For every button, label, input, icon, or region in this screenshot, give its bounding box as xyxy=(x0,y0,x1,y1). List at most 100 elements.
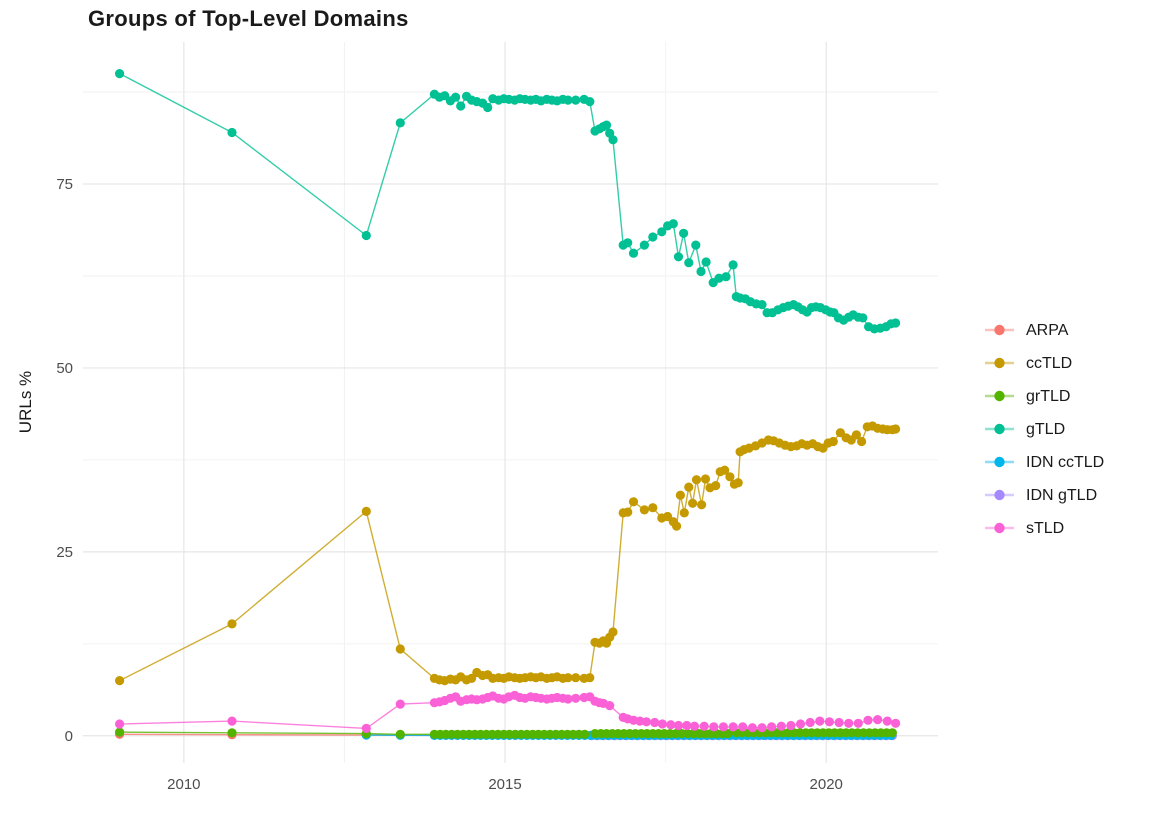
data-point xyxy=(673,252,684,262)
data-point xyxy=(728,260,738,270)
data-point xyxy=(697,500,707,510)
data-point xyxy=(863,715,873,725)
series-line-gTLD xyxy=(119,72,896,330)
data-point xyxy=(361,723,371,734)
legend-label: IDN gTLD xyxy=(1026,487,1097,504)
series-line-ccTLD xyxy=(119,425,896,682)
data-point xyxy=(227,716,237,726)
chart-title: Groups of Top-Level Domains xyxy=(88,6,409,31)
data-point xyxy=(227,728,237,738)
legend-key-dot xyxy=(994,489,1005,501)
data-point xyxy=(585,97,595,107)
legend-item-gTLD: gTLD xyxy=(985,421,1065,438)
data-point xyxy=(648,232,658,242)
data-point xyxy=(844,718,854,728)
data-point xyxy=(608,627,618,637)
data-point xyxy=(628,248,639,258)
data-point xyxy=(891,318,901,328)
data-point xyxy=(688,498,698,508)
data-point xyxy=(639,240,650,250)
data-point xyxy=(891,424,901,434)
legend-item-IDN-ccTLD: IDN ccTLD xyxy=(985,454,1104,471)
data-point xyxy=(668,219,678,229)
data-point xyxy=(733,478,743,488)
legend-key-dot xyxy=(994,522,1005,534)
data-point xyxy=(395,699,405,709)
data-point xyxy=(696,266,706,277)
data-point xyxy=(853,718,863,728)
data-point xyxy=(700,474,711,484)
data-point xyxy=(805,717,815,728)
y-tick-label: 75 xyxy=(56,176,73,193)
data-point xyxy=(767,722,777,732)
data-point xyxy=(467,673,477,684)
data-point xyxy=(857,436,867,447)
data-point xyxy=(451,92,461,102)
data-point xyxy=(873,715,883,725)
data-point xyxy=(738,722,748,732)
data-point xyxy=(795,719,806,729)
data-point xyxy=(882,716,892,726)
data-point xyxy=(679,228,689,238)
series-points-ccTLD xyxy=(115,421,901,686)
data-point xyxy=(672,521,682,531)
data-point xyxy=(709,722,719,732)
data-point xyxy=(456,101,466,111)
legend: ARPA ccTLD grTLD gTLD IDN ccTLD IDN gTLD sTLD xyxy=(985,322,1104,537)
data-point xyxy=(757,723,767,733)
data-point xyxy=(858,313,868,323)
data-point xyxy=(679,508,689,518)
legend-label: IDN ccTLD xyxy=(1026,454,1104,471)
x-tick-label: 2015 xyxy=(488,776,521,793)
data-point xyxy=(657,719,668,729)
data-point xyxy=(580,729,590,739)
data-point xyxy=(623,507,633,517)
series-points-gTLD xyxy=(115,69,901,334)
data-point xyxy=(834,717,844,728)
data-point xyxy=(691,475,702,485)
data-point xyxy=(115,719,125,729)
data-point xyxy=(650,717,660,728)
data-point xyxy=(747,723,758,733)
data-point xyxy=(828,436,838,447)
legend-key-dot xyxy=(994,324,1005,336)
data-point xyxy=(483,102,493,113)
data-point xyxy=(605,701,615,711)
data-point xyxy=(682,720,692,731)
data-point xyxy=(115,676,125,686)
data-point xyxy=(563,673,573,683)
x-tick-label: 2010 xyxy=(167,776,200,793)
data-point xyxy=(641,717,652,727)
legend-key-dot xyxy=(994,456,1005,468)
y-tick-label: 50 xyxy=(56,360,73,377)
data-point xyxy=(887,728,898,738)
y-axis-title: URLs % xyxy=(16,370,35,434)
legend-item-ARPA: ARPA xyxy=(985,322,1069,339)
data-point xyxy=(227,127,237,138)
data-point xyxy=(115,727,125,737)
legend-key-dot xyxy=(994,390,1005,402)
data-point xyxy=(639,505,650,515)
data-point xyxy=(628,497,639,507)
y-tick-label: 0 xyxy=(65,728,73,745)
data-point xyxy=(666,720,676,730)
data-point xyxy=(776,721,786,731)
data-point xyxy=(571,673,581,683)
data-point xyxy=(689,721,700,731)
data-point xyxy=(723,729,733,739)
data-point xyxy=(720,465,730,475)
data-point xyxy=(395,729,405,739)
data-point xyxy=(115,69,125,79)
data-point xyxy=(786,720,796,731)
legend-key-dot xyxy=(994,423,1005,435)
data-point xyxy=(714,273,724,283)
data-point xyxy=(648,503,658,513)
data-point xyxy=(227,619,237,629)
series-points-grTLD xyxy=(115,727,898,739)
data-point xyxy=(675,490,686,500)
legend-label: grTLD xyxy=(1026,388,1070,405)
legend-label: ARPA xyxy=(1026,322,1069,339)
data-point xyxy=(395,644,405,654)
